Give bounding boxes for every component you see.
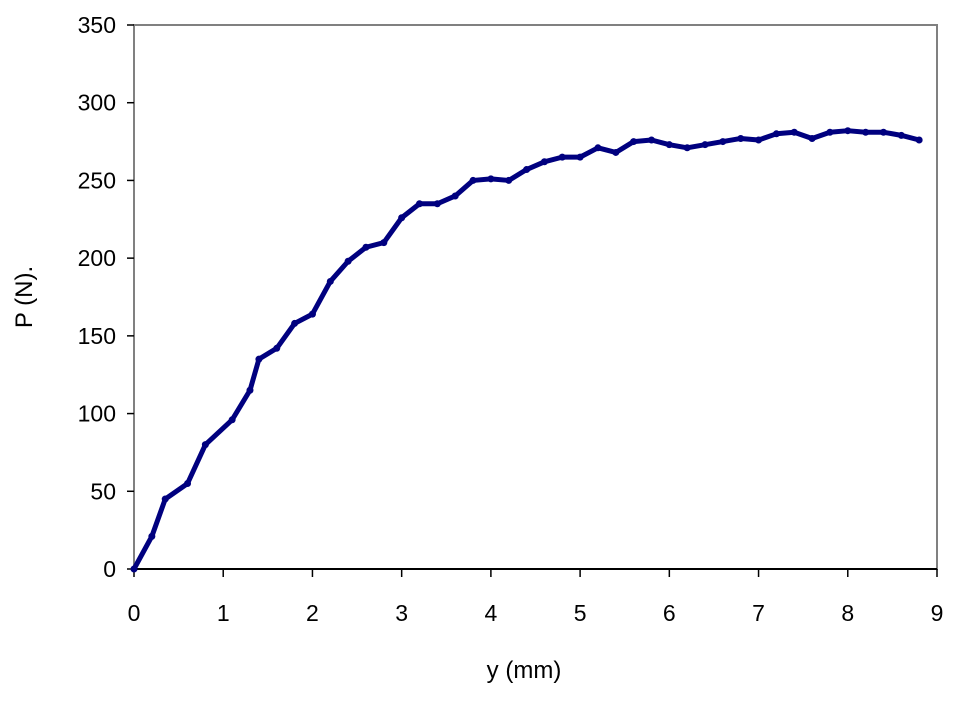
data-point	[487, 175, 495, 183]
data-point	[540, 158, 548, 166]
x-tick-label: 2	[306, 600, 319, 626]
x-tick-label: 7	[752, 600, 765, 626]
data-point	[148, 532, 156, 540]
data-point	[594, 144, 602, 152]
y-tick-label: 100	[78, 401, 116, 427]
data-point	[184, 480, 192, 488]
data-point	[255, 355, 263, 363]
data-point	[433, 200, 441, 208]
data-line	[131, 128, 922, 572]
y-tick-label: 50	[90, 478, 116, 504]
x-tick-label: 3	[395, 600, 408, 626]
y-tick-label: 150	[78, 323, 116, 349]
x-tick-label: 1	[217, 600, 230, 626]
data-point	[879, 128, 887, 136]
y-tick-label: 250	[78, 167, 116, 193]
data-point	[161, 495, 169, 503]
data-point	[826, 128, 834, 136]
data-point	[790, 128, 798, 136]
series-line	[130, 127, 923, 573]
data-point	[844, 127, 852, 135]
data-point	[665, 141, 673, 149]
data-point	[362, 243, 370, 251]
data-point	[737, 134, 745, 142]
x-tick-label: 4	[484, 600, 497, 626]
data-point	[612, 148, 620, 156]
plot-area	[133, 24, 938, 570]
x-tick-label: 0	[128, 600, 141, 626]
data-point	[273, 344, 281, 352]
data-point	[505, 176, 513, 184]
x-tick-label: 6	[663, 600, 676, 626]
data-point	[558, 153, 566, 161]
data-point	[344, 257, 352, 265]
data-point	[130, 565, 138, 573]
x-axis: 0 1 2 3 4 5 6 7 8 9	[128, 569, 944, 626]
data-point	[576, 153, 584, 161]
x-axis-label: y (mm)	[487, 657, 562, 684]
data-point	[469, 176, 477, 184]
y-axis-label: P (N).	[11, 266, 38, 328]
data-point	[647, 136, 655, 144]
data-point	[246, 386, 254, 394]
data-point	[915, 136, 923, 144]
y-axis: 0 50 100 150 200 250 300 350	[78, 12, 134, 582]
y-tick-label: 0	[103, 556, 116, 582]
x-tick-label: 9	[931, 600, 944, 626]
data-point	[416, 200, 424, 208]
data-point	[201, 441, 209, 449]
data-point	[291, 319, 299, 327]
data-point	[719, 138, 727, 146]
data-point	[380, 239, 388, 247]
data-point	[683, 144, 691, 152]
y-tick-label: 300	[78, 90, 116, 116]
data-point	[862, 128, 870, 136]
data-point	[326, 277, 334, 285]
data-point	[808, 134, 816, 142]
data-point	[523, 166, 531, 174]
data-point	[308, 310, 316, 318]
y-tick-label: 200	[78, 245, 116, 271]
y-tick-label: 350	[78, 12, 116, 38]
data-point	[451, 192, 459, 200]
plot-border	[133, 24, 938, 570]
data-point	[630, 138, 638, 146]
x-tick-label: 8	[841, 600, 854, 626]
data-point	[897, 131, 905, 139]
data-point	[398, 214, 406, 222]
data-point	[701, 141, 709, 149]
data-point	[772, 130, 780, 138]
x-tick-label: 5	[574, 600, 587, 626]
data-point	[755, 136, 763, 144]
data-point	[228, 416, 236, 424]
